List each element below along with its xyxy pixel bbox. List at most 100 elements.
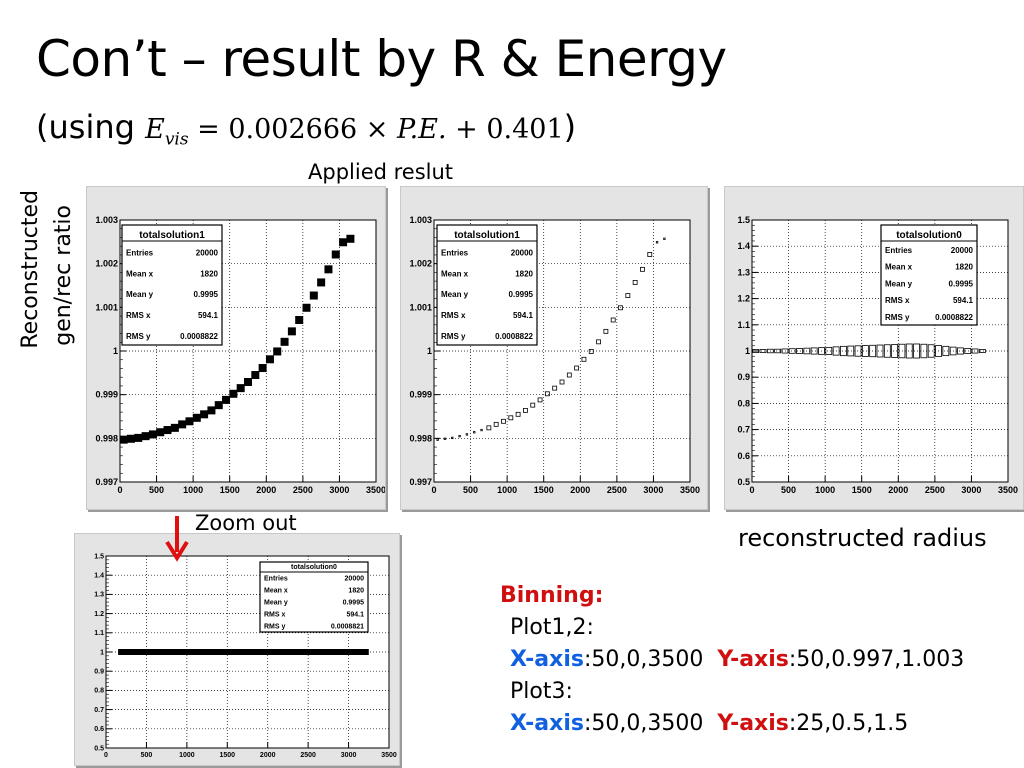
data-point <box>781 348 789 354</box>
data-point <box>222 395 231 404</box>
stats-label: Entries <box>264 575 288 582</box>
formula-pe: P.E. <box>396 114 447 145</box>
y-tick-label: 1.001 <box>409 302 432 312</box>
row2-y-spec: :25,0.5,1.5 <box>788 711 909 736</box>
stats-value: 1820 <box>955 263 973 272</box>
data-point <box>287 327 296 336</box>
y-tick-label: 1 <box>745 346 750 356</box>
chart-svg: 0 500 1000 1500 2000 2500 3000 3500 0.5 0.6 0.7 0.8… <box>94 553 397 759</box>
x-tick-label: 500 <box>463 485 478 495</box>
data-point <box>610 317 616 323</box>
stats-box <box>259 561 369 633</box>
x-axis-word: X-axis <box>510 647 584 672</box>
data-point <box>148 430 157 439</box>
y-tick-label: 1.002 <box>409 259 432 269</box>
data-point <box>803 347 811 355</box>
stats-value: 0.9995 <box>509 290 534 299</box>
data-point <box>581 356 587 362</box>
x-tick-label: 3500 <box>381 752 397 759</box>
data-point <box>258 364 267 373</box>
data-point <box>957 347 964 355</box>
data-point <box>515 411 521 417</box>
data-point <box>508 415 514 421</box>
ylabel-line1: Reconstructed <box>18 190 43 349</box>
x-tick-label: 2000 <box>256 485 276 495</box>
data-point <box>942 345 950 357</box>
stats-label: Entries <box>126 249 154 258</box>
data-point <box>905 343 913 359</box>
y-tick-label: 1.002 <box>95 259 118 269</box>
stats-label: Mean y <box>885 279 913 288</box>
data-point <box>935 345 942 357</box>
data-point <box>134 433 143 442</box>
x-tick-label: 1500 <box>534 485 554 495</box>
y-tick-label: 0.998 <box>409 433 432 443</box>
stats-label: Entries <box>885 246 913 255</box>
y-tick-label: 1.5 <box>737 215 750 225</box>
data-band <box>118 649 369 655</box>
data-point <box>537 397 543 403</box>
data-point <box>141 432 150 441</box>
x-tick-label: 0 <box>431 485 436 495</box>
y-tick-label: 0.9 <box>94 669 104 676</box>
data-point <box>949 346 957 356</box>
stats-value: 0.0008821 <box>331 623 364 630</box>
plot-panel-zoom-out: 0 500 1000 1500 2000 2500 3000 3500 0.5 0.6 0.7 0.8… <box>74 533 400 766</box>
x-tick-label: 500 <box>141 752 153 759</box>
data-point <box>774 348 781 354</box>
data-point <box>465 433 469 436</box>
stats-label: RMS y <box>126 332 151 341</box>
x-tick-label: 2500 <box>925 485 945 495</box>
slide-title: Con’t – result by R & Energy <box>36 30 727 88</box>
y-tick-label: 0.5 <box>737 477 750 487</box>
y-tick-label: 0.7 <box>737 425 750 435</box>
data-point <box>451 436 454 440</box>
x-tick-label: 1500 <box>852 485 872 495</box>
x-tick-label: 0 <box>117 485 122 495</box>
stats-title: totalsolution1 <box>454 230 520 241</box>
y-tick-label: 1.2 <box>94 611 104 618</box>
data-point <box>832 346 840 356</box>
data-point <box>566 372 572 378</box>
stats-label: Mean x <box>441 269 469 278</box>
y-tick-label: 1.3 <box>737 267 750 277</box>
data-point <box>920 343 928 359</box>
x-tick-label: 1000 <box>497 485 517 495</box>
y-tick-label: 1.1 <box>737 320 750 330</box>
plot-panel-3: 0 500 1000 1500 2000 2500 3000 3500 0.5 0.6 0.7 0.8… <box>724 186 1024 510</box>
data-point <box>861 345 869 357</box>
stats-title: totalsolution1 <box>139 230 205 241</box>
data-point <box>559 379 565 385</box>
data-point <box>810 347 818 355</box>
x-tick-label: 1500 <box>220 485 240 495</box>
data-point <box>869 344 877 358</box>
stats-value: 20000 <box>345 575 365 582</box>
data-point <box>766 348 774 354</box>
data-point <box>964 348 972 354</box>
data-point <box>625 293 631 298</box>
data-point <box>891 344 899 358</box>
data-point <box>273 347 282 356</box>
x-tick-label: 500 <box>781 485 796 495</box>
stats-value: 594.1 <box>198 311 219 320</box>
data-point <box>192 413 201 422</box>
formula: Evis = 0.002666 × P.E. + 0.401 <box>145 114 564 149</box>
chart-svg: 0 500 1000 1500 2000 2500 3000 3500 0.997 0.998 0.… <box>409 215 700 495</box>
data-point <box>229 389 238 398</box>
data-point <box>788 348 796 354</box>
data-point <box>552 385 558 391</box>
plot-panel-1: 0 500 1000 1500 2000 2500 3000 3500 0.997 0.998 0.… <box>86 186 386 510</box>
x-tick-label: 3000 <box>643 485 663 495</box>
y-tick-label: 1.5 <box>94 553 104 560</box>
y-tick-label: 1.003 <box>409 215 432 225</box>
stats-label: Mean y <box>264 599 288 606</box>
data-point <box>207 406 216 415</box>
data-point <box>244 378 252 387</box>
stats-label: RMS y <box>441 332 466 341</box>
data-point <box>324 265 333 274</box>
x-tick-label: 3500 <box>366 485 385 495</box>
data-point <box>825 346 833 356</box>
x-tick-label: 2500 <box>300 752 316 759</box>
y-tick-label: 1 <box>427 346 432 356</box>
data-point <box>163 426 172 435</box>
